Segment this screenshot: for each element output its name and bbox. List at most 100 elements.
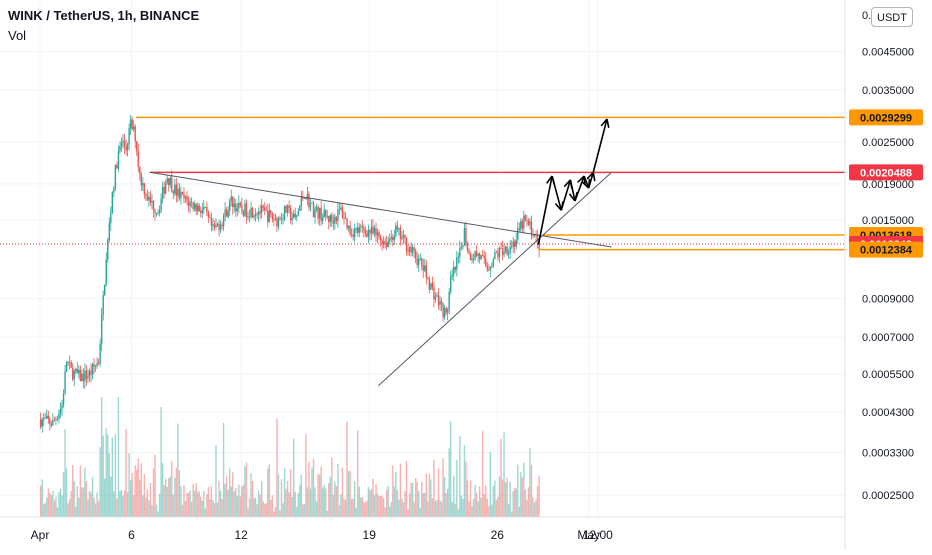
volume-bar — [300, 475, 303, 517]
volume-bar — [81, 487, 83, 517]
volume-bar — [385, 489, 388, 517]
candle-body — [443, 308, 446, 318]
volume-bar — [268, 464, 271, 517]
candle-body — [526, 219, 528, 221]
volume-bar — [273, 511, 275, 517]
volume-bar — [169, 476, 171, 517]
candle-body — [425, 265, 428, 278]
volume-bar — [468, 501, 470, 517]
volume-bar — [257, 490, 260, 517]
candle-body — [524, 215, 527, 220]
candle-body — [183, 193, 185, 199]
volume-bar — [125, 428, 127, 517]
volume-bar — [427, 501, 429, 517]
candle-body — [128, 128, 130, 145]
volume-bar — [471, 506, 473, 517]
volume-bar — [222, 422, 225, 517]
candle-body — [50, 423, 53, 426]
candle-body — [230, 196, 232, 201]
volume-bar — [375, 483, 377, 517]
candle-body — [87, 375, 89, 379]
candle-body — [70, 362, 72, 368]
candle-body — [248, 216, 251, 218]
candle-body — [515, 239, 517, 247]
volume-bar — [498, 476, 501, 517]
volume-bar — [96, 492, 98, 517]
volume-label: Vol — [8, 28, 27, 43]
volume-bar — [187, 492, 190, 517]
currency-button[interactable]: USDT — [871, 7, 913, 27]
candle-body — [46, 415, 48, 419]
candle-body — [131, 119, 133, 130]
volume-bar — [213, 503, 216, 517]
candle-body — [94, 366, 97, 367]
candle-body — [97, 362, 100, 364]
volume-bar — [232, 472, 234, 517]
volume-bar — [228, 468, 231, 517]
candle-body — [346, 218, 348, 229]
volume-bar — [414, 478, 417, 517]
volume-bar — [372, 478, 374, 517]
candle-body — [466, 243, 469, 251]
volume-bar — [517, 464, 519, 517]
candle-body — [155, 212, 158, 214]
volume-bar — [515, 488, 517, 517]
volume-bar — [233, 491, 235, 517]
volume-bar — [535, 499, 537, 517]
price-axis[interactable]: 0.00450000.00350000.00250000.00190000.00… — [844, 0, 914, 550]
volume-bar — [477, 501, 479, 517]
volume-bar — [286, 480, 289, 517]
candle-body — [274, 218, 277, 220]
candle-body — [126, 144, 129, 151]
candle-body — [142, 183, 144, 186]
volume-bar — [451, 502, 453, 517]
candle-body — [463, 228, 466, 246]
candle-body — [451, 274, 453, 277]
volume-bar — [171, 460, 173, 517]
volume-bar — [90, 492, 92, 517]
candle-body — [218, 223, 220, 231]
volume-bar — [314, 487, 316, 517]
volume-bar — [139, 479, 141, 517]
candle-body — [536, 235, 539, 242]
volume-bar — [59, 488, 62, 517]
volume-bar — [482, 431, 484, 517]
horizontal-levels — [0, 116, 845, 251]
volume-bar — [466, 480, 469, 517]
volume-bar — [236, 495, 239, 517]
volume-bar — [347, 471, 350, 517]
volume-bar — [326, 510, 328, 517]
candle-body — [364, 230, 367, 234]
volume-bar — [395, 472, 397, 517]
volume-bar — [282, 503, 284, 517]
volume-bar — [283, 467, 286, 517]
volume-bar — [320, 466, 322, 517]
volume-bar — [293, 438, 295, 517]
candle-body — [189, 201, 191, 207]
volume-bar — [143, 474, 146, 517]
volume-bar — [87, 499, 89, 517]
candle-body — [99, 343, 101, 364]
candle-body — [72, 367, 74, 380]
volume-bar — [241, 486, 243, 517]
volume-bar — [227, 490, 229, 517]
candle-body — [389, 239, 391, 241]
candle-body — [174, 184, 176, 194]
candle-body — [143, 183, 146, 195]
volume-bar — [323, 484, 325, 517]
candle-body — [168, 178, 170, 186]
volume-bar — [128, 453, 130, 517]
volume-bar — [373, 495, 376, 517]
volume-bar — [413, 501, 415, 517]
candle-body — [171, 177, 173, 192]
candle-body — [270, 210, 272, 215]
volume-bar — [239, 496, 242, 517]
volume-bar — [137, 458, 139, 517]
candle-body — [288, 205, 290, 208]
candle-body — [392, 237, 394, 241]
candle-body — [497, 252, 499, 258]
candle-body — [181, 191, 184, 194]
